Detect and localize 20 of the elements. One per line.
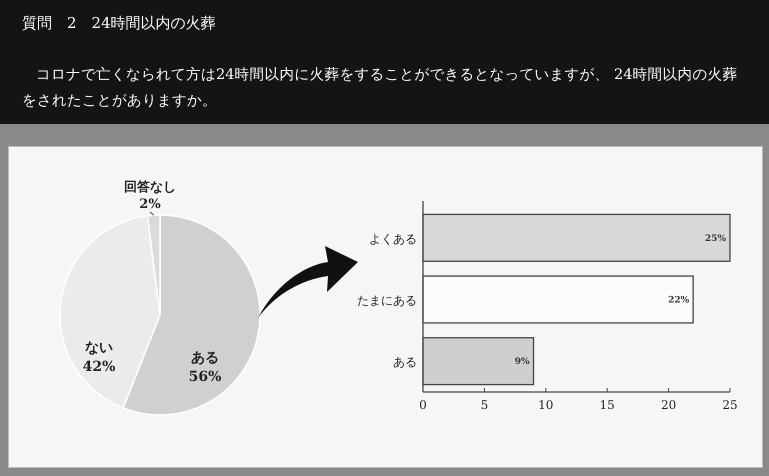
x-tick-label: 20: [660, 398, 676, 412]
data-label: 56%: [188, 369, 222, 385]
slice-label: ある: [191, 350, 219, 366]
data-label: 9%: [514, 357, 530, 368]
y-tick-label: ある: [393, 355, 417, 370]
data-label: 22%: [668, 296, 690, 306]
slice-label: 回答なし: [124, 180, 176, 195]
y-tick-label: たまにある: [357, 294, 417, 308]
slice-label: ない: [85, 340, 113, 356]
x-tick-label: 10: [538, 398, 554, 412]
y-tick-label: よくある: [369, 232, 417, 246]
x-tick-label: 0: [419, 398, 427, 412]
chart-title: 質問 2 24時間以内の火葬: [22, 14, 216, 33]
data-label: 2%: [139, 197, 162, 212]
data-label: 42%: [82, 359, 116, 375]
x-tick-label: 5: [480, 398, 488, 412]
text: コロナで亡くなられて方は24時間以内に火葬をすることができるとなっていますが、 24時間以内の火葬をされたことがありますか。: [22, 66, 739, 111]
x-tick-label: 15: [600, 398, 615, 412]
x-tick-label: 25: [722, 398, 738, 412]
data-label: 25%: [704, 234, 726, 244]
